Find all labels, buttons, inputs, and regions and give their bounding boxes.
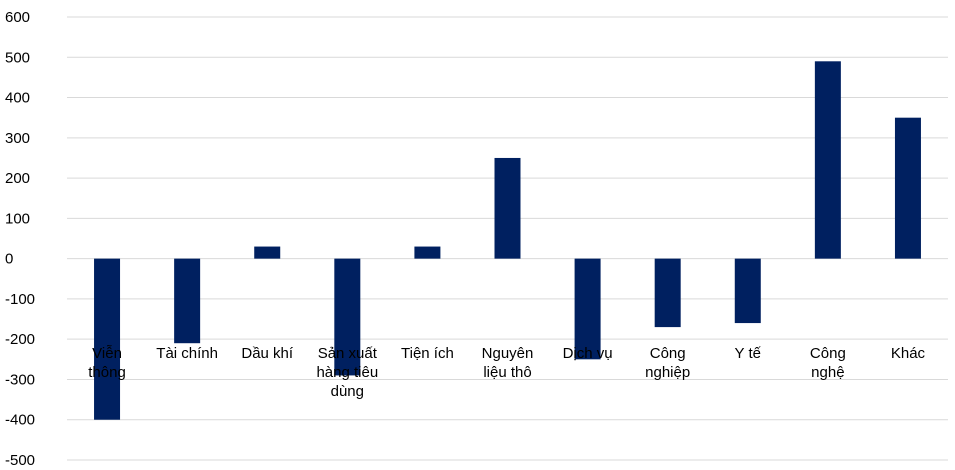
category-label: Y tế [735,345,762,362]
category-label-line: hàng tiêu [316,364,378,381]
category-label: Công nghiệp [645,345,690,381]
category-label-line: Dầu khí [241,345,294,362]
category-label: Tài chính [156,345,218,362]
y-tick-label: 300 [5,130,30,147]
y-tick-label: -300 [5,371,35,388]
bar [814,61,841,259]
bar [334,258,361,376]
category-label-line: Sản xuất [318,345,378,362]
y-axis-tick-labels: 600 500 400 300 200 100 0 -100 -200 -300 -400 -500 [5,9,35,469]
category-label-line: Tài chính [156,345,218,362]
y-tick-label: -400 [5,412,35,429]
bar [94,258,121,420]
category-label: Khác [891,345,926,362]
bars [94,61,921,420]
category-label-line: Nguyên [482,345,534,362]
category-label: Viễn thông [88,345,126,381]
y-tick-label: 400 [5,90,30,107]
y-tick-label: -500 [5,452,35,469]
bar [254,246,281,259]
bar [494,157,521,259]
category-label-line: Công [650,345,686,362]
category-label-line: Y tế [735,345,762,362]
category-label: Dịch vụ [563,345,613,362]
category-label-line: nghệ [811,364,844,381]
category-label-line: dùng [331,383,364,400]
bar [174,258,201,344]
category-label: Dầu khí [241,345,294,362]
category-label: Sản xuất hàng tiêu dùng [316,345,378,400]
category-label-line: Tiện ích [401,345,454,362]
y-tick-label: 200 [5,170,30,187]
y-tick-label: -100 [5,291,35,308]
y-tick-label: 600 [5,9,30,26]
category-label-line: Công [810,345,846,362]
category-label-line: liệu thô [483,364,531,381]
category-label: Công nghệ [810,345,846,381]
category-label-line: Dịch vụ [563,345,613,362]
category-label-line: nghiệp [645,364,690,381]
bar [414,246,441,259]
category-label: Tiện ích [401,345,454,362]
category-label-line: Viễn [92,345,122,362]
y-tick-label: 100 [5,210,30,227]
bar [894,117,921,259]
bar [574,258,601,360]
y-tick-label: -200 [5,331,35,348]
bar [734,258,761,324]
y-tick-label: 0 [5,251,13,268]
x-axis-category-labels: Viễn thông Tài chính Dầu khí Sản xuất hàng ti… [88,345,925,400]
category-label: Nguyên liệu thô [482,345,534,381]
category-label-line: Khác [891,345,926,362]
category-label-line: thông [88,364,126,381]
bar [654,258,681,328]
y-tick-label: 500 [5,49,30,66]
